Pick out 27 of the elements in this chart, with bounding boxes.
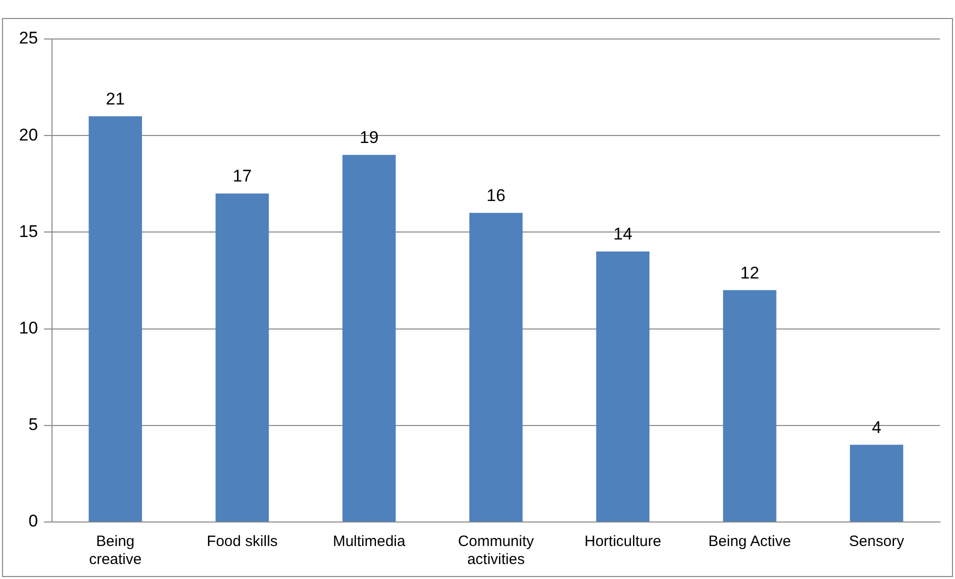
bar [596, 252, 650, 522]
x-tick-label: Community activities [458, 533, 534, 568]
bar [850, 444, 904, 522]
x-tick-label: Being creative [89, 533, 142, 568]
bar [216, 194, 269, 522]
data-label: 17 [232, 166, 252, 186]
data-label: 12 [740, 263, 760, 282]
x-tick-label: Being Active [708, 533, 791, 550]
x-tick-label: Food skills [206, 533, 278, 550]
bar [342, 154, 396, 522]
data-label: 19 [360, 128, 379, 148]
x-tick-label: Multimedia [332, 533, 406, 550]
y-tick-label: 0 [28, 512, 38, 531]
y-tick-label: 5 [28, 415, 38, 434]
bar [723, 290, 776, 522]
data-label: 16 [486, 186, 506, 206]
data-label: 14 [613, 224, 632, 244]
data-label: 21 [106, 89, 125, 108]
bar [88, 116, 142, 522]
x-tick-label: Sensory [849, 533, 905, 550]
x-tick-label: Horticulture [584, 533, 662, 550]
y-tick-label: 25 [18, 28, 38, 48]
y-tick-label: 20 [18, 125, 38, 144]
y-tick-label: 10 [18, 318, 38, 338]
data-label: 4 [872, 418, 882, 437]
y-tick-label: 15 [18, 222, 38, 241]
bar [469, 212, 523, 522]
